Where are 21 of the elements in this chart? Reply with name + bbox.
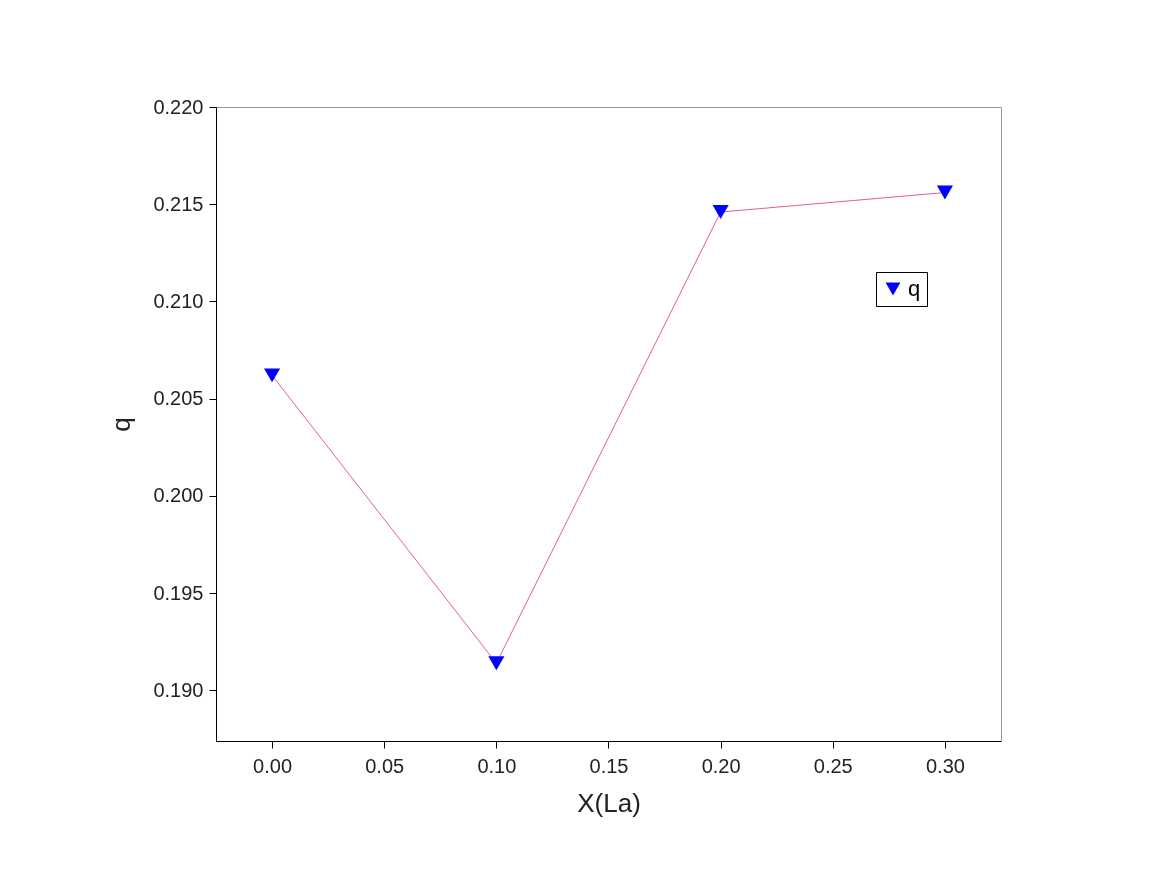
x-tick-label: 0.25: [813, 754, 853, 777]
point: [488, 656, 505, 671]
y-tick-label: 0.190: [153, 678, 204, 701]
x-tick-label: 0.15: [589, 754, 629, 777]
x-tick-label: 0.10: [477, 754, 517, 777]
x-tick-label: 0.30: [925, 754, 965, 777]
legend-label: q: [908, 276, 921, 301]
y-tick-label: 0.215: [153, 192, 204, 215]
point: [936, 185, 953, 200]
point: [264, 368, 281, 383]
y-tick-label: 0.210: [153, 289, 204, 312]
y-tick-label: 0.220: [153, 95, 204, 118]
y-tick-label: 0.200: [153, 484, 204, 507]
point: [712, 205, 729, 219]
y-tick-label: 0.195: [153, 581, 204, 604]
x-tick-label: 0.05: [365, 754, 405, 777]
y-tick-label: 0.205: [153, 387, 204, 410]
x-tick-label: 0.00: [253, 754, 293, 777]
y-axis-title: q: [106, 417, 137, 432]
x-axis-title: X(La): [577, 787, 641, 818]
x-tick-label: 0.20: [701, 754, 741, 777]
